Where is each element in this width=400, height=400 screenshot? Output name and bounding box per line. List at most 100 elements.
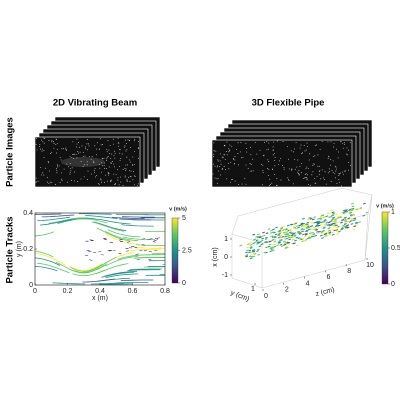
- particle-track: [302, 222, 306, 225]
- particle-track: [343, 225, 347, 227]
- particle-track: [283, 228, 287, 230]
- particle: [299, 147, 301, 149]
- particle: [137, 141, 139, 143]
- particle: [262, 172, 264, 173]
- particle-track: [315, 221, 318, 224]
- particle: [305, 176, 307, 178]
- particle: [216, 178, 218, 180]
- particle-track: [315, 229, 319, 231]
- particle: [241, 183, 243, 185]
- particle: [128, 140, 130, 141]
- particle-track: [291, 235, 295, 237]
- particle: [297, 171, 299, 173]
- particle-track: [317, 222, 320, 225]
- particle-track: [326, 212, 330, 215]
- particle-track: [275, 226, 278, 229]
- particle: [100, 178, 102, 180]
- particle-track: [269, 247, 273, 250]
- particle: [69, 171, 71, 173]
- particle-track: [322, 230, 326, 232]
- particle: [278, 160, 280, 162]
- particle: [332, 172, 334, 174]
- particle: [119, 149, 121, 150]
- particle: [43, 174, 45, 176]
- particle-track: [332, 225, 336, 228]
- particle-track: [306, 226, 309, 229]
- particle-track: [301, 233, 305, 236]
- particle: [137, 185, 138, 187]
- z-tick-label: 10: [366, 262, 374, 269]
- wake-track: [103, 237, 107, 240]
- particle: [47, 161, 49, 162]
- particle: [314, 177, 316, 179]
- wake-track: [100, 253, 104, 256]
- particle: [316, 175, 318, 177]
- particle: [313, 163, 315, 165]
- particle-track: [347, 217, 351, 220]
- particle: [290, 169, 292, 171]
- particle: [342, 143, 344, 145]
- particle: [239, 151, 241, 153]
- particle-track: [270, 231, 273, 234]
- particle-track: [304, 239, 308, 241]
- particle: [227, 151, 229, 153]
- particle: [124, 176, 126, 178]
- particle-track: [327, 227, 331, 230]
- particle: [228, 148, 230, 150]
- particle-track: [252, 255, 256, 258]
- particle: [335, 168, 337, 170]
- particle: [321, 140, 323, 142]
- particle: [304, 173, 306, 175]
- particle: [86, 161, 88, 163]
- particle: [244, 178, 246, 180]
- particle: [69, 173, 71, 175]
- particle: [305, 173, 307, 174]
- particle-track: [290, 232, 294, 235]
- particle-track: [331, 217, 335, 220]
- particle: [56, 172, 58, 174]
- particle-track: [136, 244, 165, 246]
- particle-track: [294, 222, 297, 225]
- particle: [306, 174, 308, 176]
- particle: [343, 142, 345, 144]
- particle: [310, 184, 311, 186]
- particle: [233, 162, 235, 164]
- particle: [288, 180, 290, 182]
- particle: [330, 180, 332, 182]
- particle: [138, 148, 140, 150]
- particle: [73, 154, 75, 155]
- particle: [276, 140, 278, 142]
- particle: [298, 174, 300, 176]
- particle-track: [307, 236, 311, 238]
- particle: [308, 168, 309, 169]
- particle-track: [319, 218, 323, 221]
- particle-track: [343, 225, 347, 228]
- particle-track: [344, 216, 347, 219]
- particle: [297, 159, 299, 161]
- particle-track: [307, 236, 311, 239]
- particle-track: [265, 251, 268, 254]
- particle-track: [267, 228, 271, 230]
- particle-track: [39, 218, 73, 226]
- z-axis-label: z (cm): [315, 286, 336, 298]
- particle-track: [311, 218, 315, 221]
- particle-track: [265, 232, 269, 235]
- particle: [119, 176, 121, 178]
- particle-track: [297, 237, 301, 239]
- particle: [287, 177, 289, 179]
- particle: [61, 178, 63, 180]
- colorbar-tick-label: 0: [391, 281, 395, 288]
- particle: [78, 152, 80, 154]
- particle: [267, 159, 269, 161]
- particle-track: [309, 234, 313, 236]
- particle-track: [294, 221, 298, 224]
- colorbar-tick-label: 0: [182, 280, 186, 287]
- particle: [288, 179, 290, 181]
- particle-track: [302, 240, 306, 243]
- particle-track: [270, 248, 274, 251]
- particle: [93, 172, 95, 174]
- particle-track: [261, 234, 265, 237]
- particle-track: [255, 235, 259, 238]
- particle-track: [316, 230, 319, 233]
